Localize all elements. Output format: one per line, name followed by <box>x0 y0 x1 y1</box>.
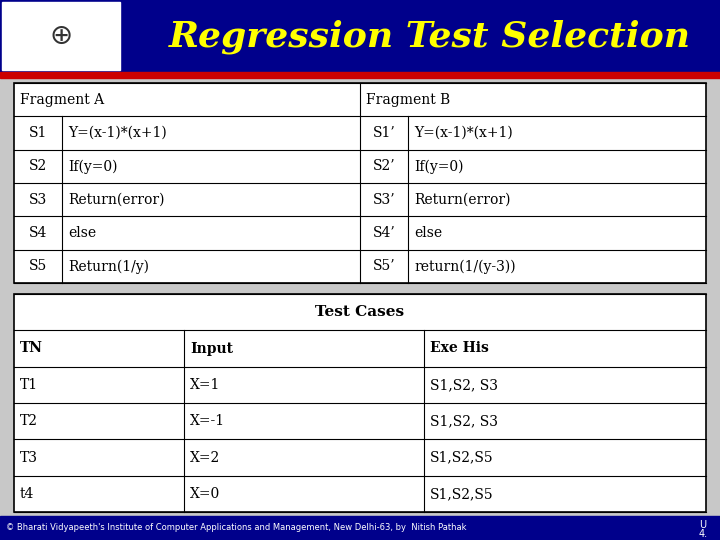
Text: S2: S2 <box>29 159 47 173</box>
Text: Regression Test Selection: Regression Test Selection <box>169 20 691 54</box>
Text: Return(1/y): Return(1/y) <box>68 259 149 274</box>
Text: S3: S3 <box>29 193 47 207</box>
Text: S4’: S4’ <box>373 226 395 240</box>
Text: © Bharati Vidyapeeth's Institute of Computer Applications and Management, New De: © Bharati Vidyapeeth's Institute of Comp… <box>6 523 467 532</box>
Bar <box>2 2 120 70</box>
Text: X=-1: X=-1 <box>190 414 225 428</box>
Text: 4.: 4. <box>698 529 708 539</box>
Text: ⊕: ⊕ <box>50 22 73 50</box>
Text: S3’: S3’ <box>373 193 395 207</box>
Text: X=0: X=0 <box>190 487 220 501</box>
Text: S1’: S1’ <box>373 126 395 140</box>
Text: S2’: S2’ <box>373 159 395 173</box>
Text: X=1: X=1 <box>190 378 220 392</box>
Bar <box>14 83 706 283</box>
Text: U: U <box>699 520 706 530</box>
Bar <box>14 294 706 512</box>
Text: S1,S2, S3: S1,S2, S3 <box>430 378 498 392</box>
Text: If(y=0): If(y=0) <box>414 159 464 173</box>
Text: Fragment B: Fragment B <box>366 93 450 107</box>
Text: S1,S2,S5: S1,S2,S5 <box>430 487 494 501</box>
Text: Test Cases: Test Cases <box>315 305 405 319</box>
Text: return(1/(y-3)): return(1/(y-3)) <box>414 259 516 274</box>
Text: X=2: X=2 <box>190 450 220 464</box>
Text: Exe His: Exe His <box>430 341 489 355</box>
Text: Input: Input <box>190 341 233 355</box>
Text: Return(error): Return(error) <box>414 193 510 207</box>
Text: S5: S5 <box>29 259 47 273</box>
Bar <box>0 0 720 72</box>
Text: S4: S4 <box>29 226 48 240</box>
Text: else: else <box>68 226 96 240</box>
Text: Y=(x-1)*(x+1): Y=(x-1)*(x+1) <box>68 126 167 140</box>
Text: T1: T1 <box>20 378 38 392</box>
Text: If(y=0): If(y=0) <box>68 159 117 173</box>
Text: S5’: S5’ <box>373 259 395 273</box>
Text: S1,S2,S5: S1,S2,S5 <box>430 450 494 464</box>
Text: T3: T3 <box>20 450 38 464</box>
Text: else: else <box>414 226 442 240</box>
Text: Fragment A: Fragment A <box>20 93 104 107</box>
Text: S1: S1 <box>29 126 48 140</box>
Text: S1,S2, S3: S1,S2, S3 <box>430 414 498 428</box>
Text: T2: T2 <box>20 414 38 428</box>
Text: Y=(x-1)*(x+1): Y=(x-1)*(x+1) <box>414 126 513 140</box>
Bar <box>0 72 720 78</box>
Text: TN: TN <box>20 341 43 355</box>
Bar <box>0 516 720 540</box>
Text: t4: t4 <box>20 487 35 501</box>
Text: Return(error): Return(error) <box>68 193 164 207</box>
